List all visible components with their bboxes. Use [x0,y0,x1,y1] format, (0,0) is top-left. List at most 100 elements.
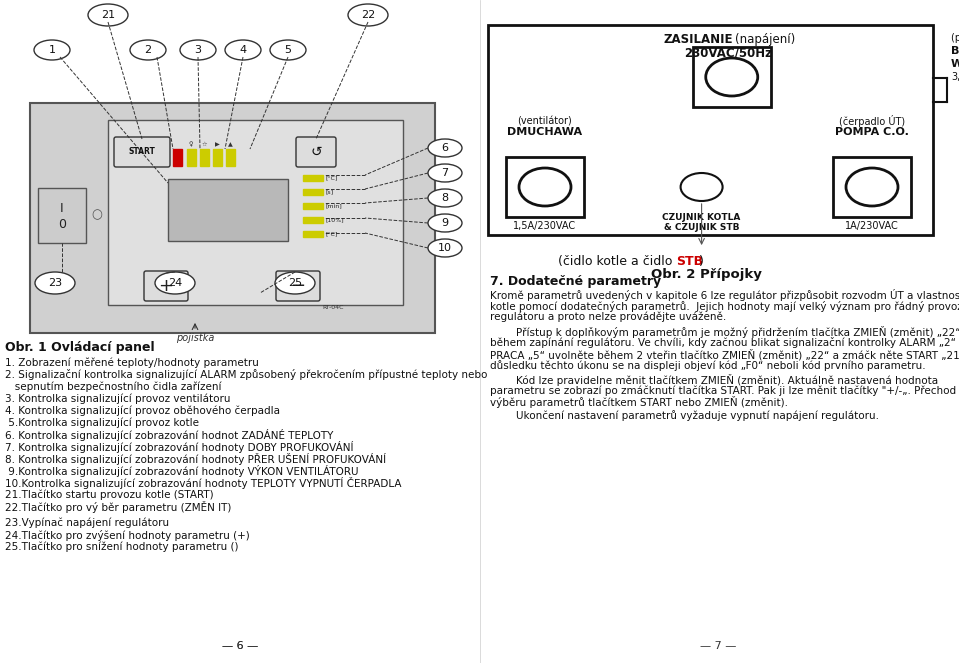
Text: Ukončení nastavení parametrů vyžaduje vypnutí napájení regulátoru.: Ukončení nastavení parametrů vyžaduje vy… [490,410,879,421]
Bar [30,103,435,333]
Text: 22: 22 [361,10,375,20]
Bar [506,157,584,217]
Text: START: START [129,147,155,156]
Text: 21: 21 [101,10,115,20]
Text: výběru parametrů tlačítkem START nebo ZMIEŇ (změnit).: výběru parametrů tlačítkem START nebo ZM… [490,396,788,408]
Text: 25: 25 [288,278,302,288]
Text: 0: 0 [58,219,66,231]
Text: 3,15A/250V: 3,15A/250V [951,72,959,82]
Text: PRACA „5“ uvolněte během 2 vteřin tlačítko ZMIEŇ (změnit) „22“ a zmáčk něte STAR: PRACA „5“ uvolněte během 2 vteřin tlačít… [490,349,959,360]
Text: BEZPIECZNIK: BEZPIECZNIK [951,46,959,56]
Text: 1A/230VAC: 1A/230VAC [845,221,899,231]
Text: — 6 —: — 6 — [222,641,258,651]
Text: STB: STB [677,255,704,268]
Text: (pojistka ): (pojistka ) [951,33,959,43]
Ellipse shape [130,40,166,60]
Text: 2. Signalizační kontrolka signalizující ALARM způsobený překročením přípustné t: 2. Signalizační kontrolka signalizující… [5,369,487,380]
Text: 21.Tlačítko startu provozu kotle (START): 21.Tlačítko startu provozu kotle (START) [5,489,214,499]
Text: 10.Kontrolka signalizující zobrazování hodnoty TEPLOTY VYPNUTÍ ČERPADLA: 10.Kontrolka signalizující zobrazování h… [5,477,402,489]
Ellipse shape [155,272,195,294]
Bar [488,25,933,235]
Bar [213,149,222,166]
Text: (čidlo kotle a čidlo: (čidlo kotle a čidlo [558,255,677,268]
Text: & CZUJNIK STB: & CZUJNIK STB [664,223,739,232]
FancyBboxPatch shape [296,137,336,167]
Text: 8: 8 [441,193,449,203]
Text: RT-04C: RT-04C [322,305,343,310]
Text: Obr. 1 Ovládací panel: Obr. 1 Ovládací panel [5,341,154,354]
Ellipse shape [846,168,898,206]
Text: WTA-T: WTA-T [951,59,959,69]
Text: ○: ○ [91,208,103,221]
Text: pojistka: pojistka [175,333,214,343]
Text: 10: 10 [438,243,452,253]
Text: 24: 24 [168,278,182,288]
Bar [303,231,323,237]
Text: regulátoru a proto nelze provádějte uváženě.: regulátoru a proto nelze provádějte uváž… [490,312,726,322]
Text: CZUJNIK KOTLA: CZUJNIK KOTLA [663,213,740,222]
Text: [s]: [s] [326,190,334,194]
Ellipse shape [519,168,571,206]
Text: [°C]: [°C] [326,231,339,237]
Bar [303,203,323,209]
Ellipse shape [681,173,722,201]
Text: 8. Kontrolka signalizující zobrazování hodnoty PŘER UŠENÍ PROFUKOVÁNÍ: 8. Kontrolka signalizující zobrazování h… [5,453,386,465]
Text: Kromě parametrů uvedených v kapitole 6 lze regulátor přizpůsobit rozvodm ÚT a vl: Kromě parametrů uvedených v kapitole 6 l… [490,289,959,301]
Text: Přístup k doplňkovým parametrům je možný přidržením tlačítka ZMIEŇ (změnit) „22“: Přístup k doplňkovým parametrům je možný… [490,326,959,337]
Ellipse shape [270,40,306,60]
Text: ▲: ▲ [227,142,232,147]
Text: (napájení): (napájení) [735,33,795,46]
Text: 6. Kontrolka signalizující zobrazování hodnot ZADÁNÉ TEPLOTY: 6. Kontrolka signalizující zobrazování h… [5,429,334,441]
Text: 9.Kontrolka signalizující zobrazování hodnoty VÝKON VENTILÁTORU: 9.Kontrolka signalizující zobrazování ho… [5,465,359,477]
Bar [108,120,403,305]
Ellipse shape [428,189,462,207]
Text: 23: 23 [48,278,62,288]
Text: DMUCHAWA: DMUCHAWA [507,127,582,137]
Text: −: − [291,277,306,295]
Text: 1: 1 [49,45,56,55]
Text: — 6 —: — 6 — [222,641,258,651]
Ellipse shape [428,214,462,232]
Text: (čerpadlo ÚT): (čerpadlo ÚT) [839,115,905,127]
Ellipse shape [34,40,70,60]
Bar [303,175,323,181]
Text: +: + [158,277,174,295]
Text: 5.Kontrolka signalizující provoz kotle: 5.Kontrolka signalizující provoz kotle [5,417,199,428]
Ellipse shape [428,239,462,257]
Bar [303,189,323,195]
Text: I: I [60,202,64,215]
Text: [10%]: [10%] [326,217,344,223]
Text: ♀: ♀ [189,142,194,147]
Text: 7: 7 [441,168,449,178]
Ellipse shape [348,4,388,26]
Ellipse shape [706,58,758,96]
Bar [168,179,288,241]
Text: 22.Tlačítko pro vý běr parametru (ZMĚN IT): 22.Tlačítko pro vý běr parametru (ZMĚN I… [5,501,231,513]
Text: 7. Kontrolka signalizující zobrazování hodnoty DOBY PROFUKOVÁNÍ: 7. Kontrolka signalizující zobrazování h… [5,441,354,453]
Bar [303,217,323,223]
Text: POMPA C.O.: POMPA C.O. [835,127,909,137]
Text: 2: 2 [145,45,152,55]
Text: 9: 9 [441,218,449,228]
Text: ↺: ↺ [310,145,322,159]
Text: 7. Dodatečné parametry: 7. Dodatečné parametry [490,275,661,288]
Text: ▶: ▶ [215,142,220,147]
Text: 3. Kontrolka signalizující provoz ventilátoru: 3. Kontrolka signalizující provoz ventil… [5,393,230,404]
Text: 6: 6 [441,143,449,153]
FancyBboxPatch shape [38,188,86,243]
Text: [min]: [min] [326,204,342,208]
Text: (ventilátor): (ventilátor) [518,117,573,127]
Text: 3: 3 [195,45,201,55]
Bar [173,149,182,166]
Text: parametru se zobrazí po zmáčknutí tlačítka START. Pak ji lze měnit tlačítky "+/-: parametru se zobrazí po zmáčknutí tlačít… [490,385,959,396]
Text: — 7 —: — 7 — [700,641,737,651]
Text: kotle pomocí dodatečných parametrů.  Jejich hodnoty mají velký význam pro řádný : kotle pomocí dodatečných parametrů. Jeji… [490,300,959,312]
Text: sepnutím bezpečnostního čidla zařízení: sepnutím bezpečnostního čidla zařízení [5,381,222,391]
FancyBboxPatch shape [276,271,320,301]
Text: ): ) [698,255,704,268]
Text: během zapínání regulátoru. Ve chvíli, kdy začnou blikat signalizační kontrolky : během zapínání regulátoru. Ve chvíli, kd… [490,337,959,348]
Text: [°C]: [°C] [326,176,339,180]
Bar [187,149,196,166]
Ellipse shape [428,164,462,182]
Text: 1,5A/230VAC: 1,5A/230VAC [513,221,576,231]
